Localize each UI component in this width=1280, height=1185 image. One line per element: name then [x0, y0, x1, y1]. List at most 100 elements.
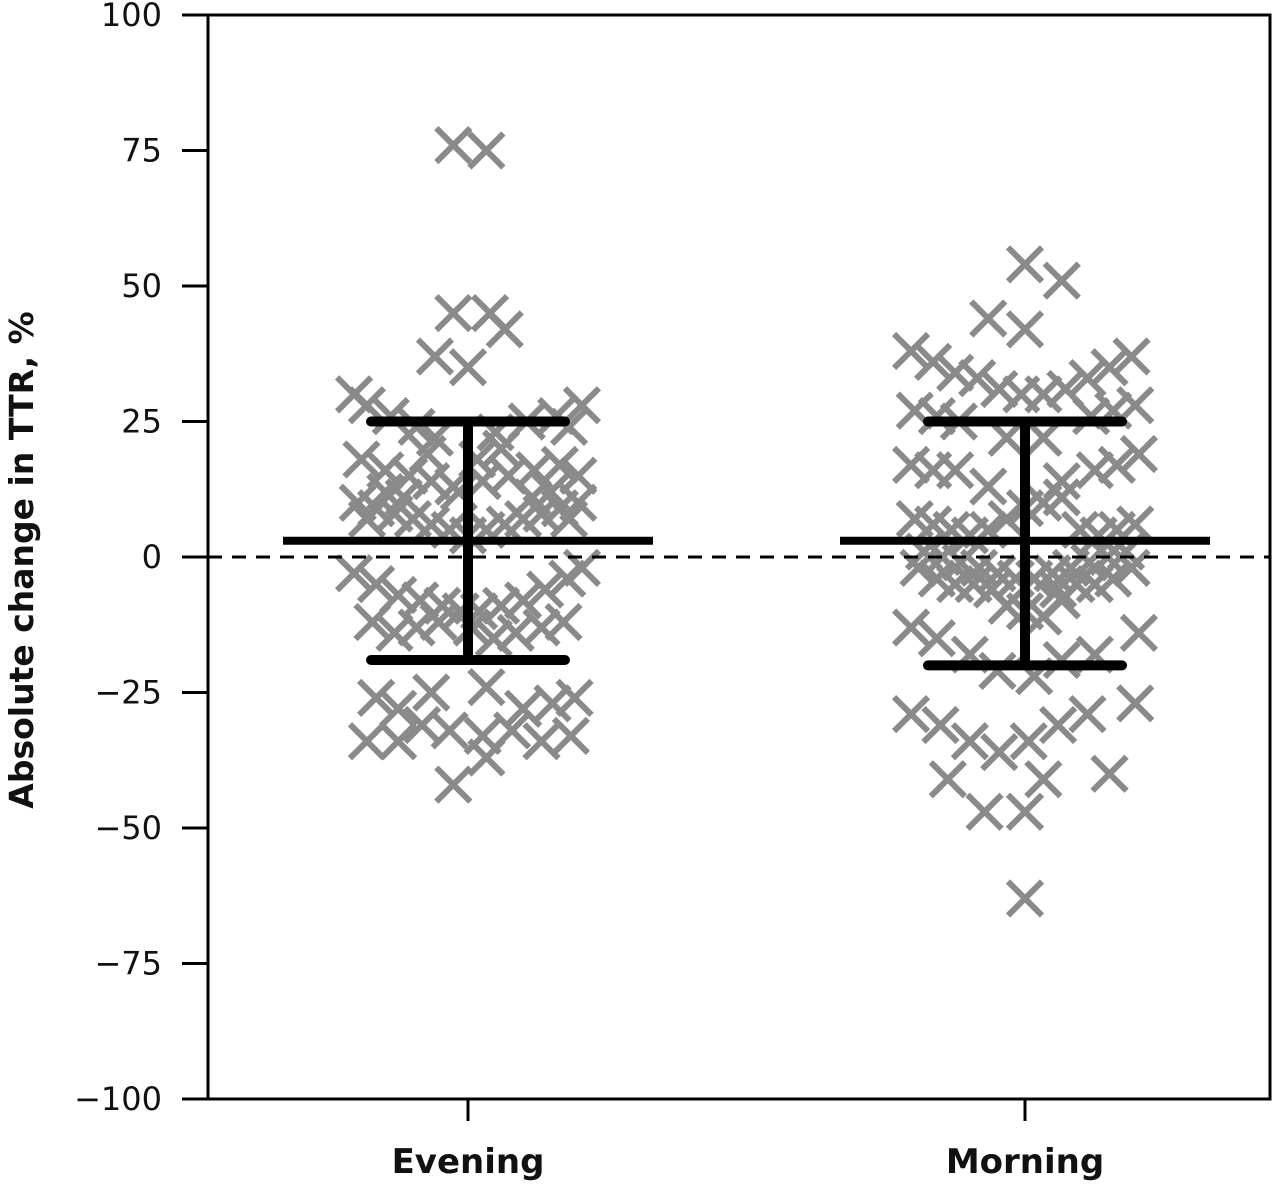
marker-stroke — [397, 608, 436, 647]
marker-stroke — [347, 386, 387, 425]
marker-stroke — [895, 391, 934, 430]
marker-stroke — [522, 608, 561, 647]
data-point-x-marker — [448, 348, 488, 387]
marker-stroke — [549, 499, 589, 539]
marker-stroke — [384, 478, 423, 517]
data-point-x-marker — [1116, 684, 1155, 723]
data-point-x-marker — [549, 499, 589, 539]
marker-stroke — [936, 353, 975, 392]
data-point-x-marker — [397, 608, 436, 647]
marker-stroke — [412, 673, 451, 712]
marker-stroke — [379, 722, 418, 761]
data-point-x-marker — [559, 456, 598, 495]
data-point-x-marker — [928, 760, 967, 799]
marker-stroke — [533, 684, 572, 723]
marker-stroke — [419, 602, 458, 642]
data-point-x-marker — [551, 716, 591, 755]
data-point-x-marker — [555, 678, 594, 718]
marker-stroke — [987, 499, 1026, 539]
data-point-x-marker — [1068, 359, 1107, 398]
marker-stroke — [412, 505, 451, 544]
data-point-x-marker — [1009, 722, 1048, 761]
data-point-x-marker — [1090, 348, 1129, 387]
marker-stroke — [923, 537, 962, 577]
marker-stroke — [1042, 478, 1081, 517]
marker-stroke — [1005, 879, 1045, 918]
marker-stroke — [950, 722, 989, 761]
data-point-x-marker — [434, 765, 473, 804]
data-point-x-marker — [1042, 478, 1081, 517]
data-point-x-marker — [969, 299, 1008, 338]
marker-stroke — [1090, 348, 1129, 387]
marker-stroke — [522, 722, 561, 761]
marker-stroke — [357, 678, 396, 718]
data-point-x-marker — [1119, 613, 1159, 653]
marker-stroke — [430, 711, 469, 750]
data-point-x-marker — [353, 602, 392, 642]
data-point-x-marker — [921, 705, 960, 745]
data-point-x-marker — [1042, 261, 1081, 300]
data-point-x-marker — [504, 689, 543, 728]
data-point-x-marker — [540, 445, 579, 484]
data-point-x-marker — [891, 331, 931, 371]
marker-stroke — [965, 792, 1004, 831]
data-point-x-marker — [980, 369, 1019, 409]
data-point-x-marker — [1005, 245, 1045, 284]
marker-stroke — [917, 559, 956, 598]
data-point-x-marker — [513, 478, 552, 517]
data-point-x-marker — [1024, 760, 1063, 799]
data-point-x-marker — [914, 342, 953, 382]
data-point-x-marker — [347, 722, 387, 761]
marker-stroke — [941, 543, 980, 582]
marker-stroke — [1075, 451, 1114, 490]
marker-stroke — [987, 586, 1026, 625]
marker-stroke — [375, 613, 414, 653]
data-point-x-marker — [342, 440, 381, 479]
y-tick-label: 75 — [121, 132, 162, 170]
y-tick-label: 25 — [121, 403, 162, 441]
data-point-x-marker — [526, 570, 565, 609]
marker-stroke — [969, 467, 1008, 506]
marker-stroke — [366, 472, 405, 512]
marker-stroke — [917, 396, 956, 436]
marker-stroke — [1112, 548, 1151, 587]
data-point-x-marker — [1097, 445, 1136, 484]
marker-stroke — [1024, 760, 1063, 799]
marker-stroke — [921, 705, 960, 745]
data-point-x-marker — [987, 499, 1026, 539]
marker-stroke — [1094, 559, 1133, 598]
marker-stroke — [481, 429, 521, 468]
marker-stroke — [379, 689, 418, 728]
marker-stroke — [544, 602, 583, 642]
data-points-layer — [334, 125, 1159, 918]
data-point-x-marker — [980, 732, 1019, 772]
data-point-x-marker — [481, 429, 521, 468]
data-point-x-marker — [958, 359, 997, 398]
marker-stroke — [485, 310, 524, 349]
marker-stroke — [1042, 581, 1081, 620]
marker-stroke — [969, 299, 1008, 338]
x-category-label: Morning — [946, 1142, 1104, 1182]
marker-stroke — [549, 407, 589, 447]
data-point-x-marker — [347, 499, 387, 539]
marker-stroke — [891, 445, 931, 484]
data-point-x-marker — [375, 613, 414, 653]
marker-stroke — [1116, 684, 1155, 723]
data-point-x-marker — [522, 722, 561, 761]
marker-stroke — [958, 359, 997, 398]
data-point-x-marker — [384, 478, 423, 517]
data-point-x-marker — [562, 386, 602, 425]
marker-stroke — [434, 125, 473, 165]
marker-stroke — [1116, 505, 1155, 544]
marker-stroke — [397, 407, 436, 447]
marker-stroke — [1116, 386, 1155, 425]
marker-stroke — [515, 451, 554, 490]
marker-stroke — [914, 342, 953, 382]
data-point-x-marker — [1072, 396, 1111, 436]
marker-stroke — [936, 451, 975, 490]
marker-stroke — [434, 765, 473, 804]
data-point-x-marker — [917, 396, 956, 436]
data-point-x-marker — [549, 407, 589, 447]
marker-stroke — [936, 564, 975, 604]
